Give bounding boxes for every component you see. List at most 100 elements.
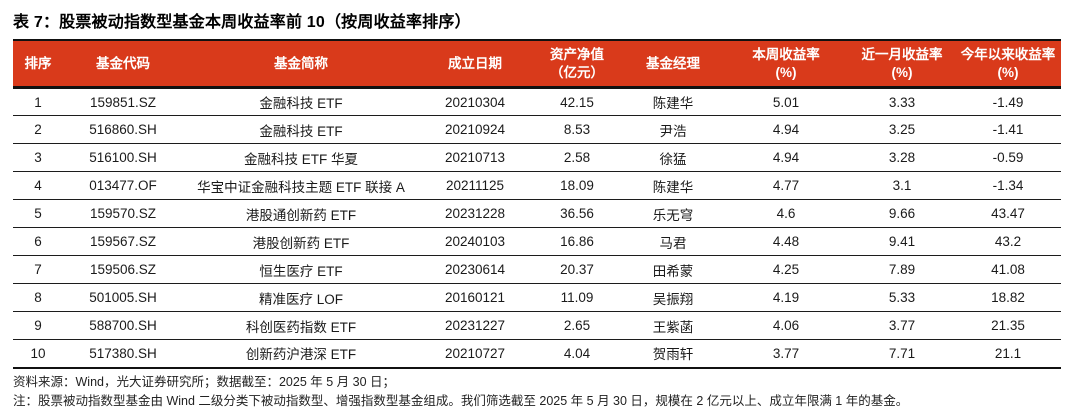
table-title: 表 7：股票被动指数型基金本周收益率前 10（按周收益率排序） — [13, 14, 471, 31]
cell-monthly-return: 3.77 — [849, 311, 955, 341]
column-header-fund-manager: 基金经理 — [623, 39, 723, 90]
cell-monthly-return: 3.25 — [849, 115, 955, 145]
cell-weekly-return: 3.77 — [723, 339, 849, 369]
cell-net-asset-value: 4.04 — [531, 339, 623, 369]
column-header-inception-date: 成立日期 — [419, 39, 531, 90]
cell-weekly-return: 4.6 — [723, 199, 849, 229]
cell-fund-code: 159851.SZ — [63, 87, 183, 117]
cell-fund-manager: 贺雨轩 — [623, 339, 723, 369]
cell-monthly-return: 5.33 — [849, 283, 955, 313]
cell-net-asset-value: 20.37 — [531, 255, 623, 285]
cell-fund-name: 金融科技 ETF — [183, 115, 419, 145]
cell-ytd-return: 18.82 — [955, 283, 1061, 313]
cell-ytd-return: 43.2 — [955, 227, 1061, 257]
column-header-ytd-return: 今年以来收益率 (%) — [955, 39, 1061, 90]
cell-ytd-return: -1.34 — [955, 171, 1061, 201]
cell-fund-name: 金融科技 ETF 华夏 — [183, 143, 419, 173]
column-header-monthly-return: 近一月收益率 (%) — [849, 39, 955, 90]
cell-fund-code: 159506.SZ — [63, 255, 183, 285]
table-footnotes: 资料来源：Wind，光大证券研究所；数据截至：2025 年 5 月 30 日； … — [13, 373, 1067, 412]
cell-inception-date: 20160121 — [419, 283, 531, 313]
cell-fund-code: 013477.OF — [63, 171, 183, 201]
cell-fund-name: 金融科技 ETF — [183, 87, 419, 117]
column-header-rank: 排序 — [13, 39, 63, 90]
cell-ytd-return: -1.49 — [955, 87, 1061, 117]
table-row: 2 516860.SH 金融科技 ETF 20210924 8.53 尹浩 4.94 3.25… — [13, 115, 1061, 145]
cell-monthly-return: 7.89 — [849, 255, 955, 285]
cell-ytd-return: 21.35 — [955, 311, 1061, 341]
cell-inception-date: 20210713 — [419, 143, 531, 173]
cell-fund-manager: 尹浩 — [623, 115, 723, 145]
cell-fund-manager: 田希蒙 — [623, 255, 723, 285]
cell-ytd-return: -0.59 — [955, 143, 1061, 173]
table-row: 6 159567.SZ 港股创新药 ETF 20240103 16.86 马君 4.48 9.… — [13, 227, 1061, 257]
table-row: 4 013477.OF 华宝中证金融科技主题 ETF 联接 A 20211125 18.… — [13, 171, 1061, 201]
cell-net-asset-value: 8.53 — [531, 115, 623, 145]
column-header-fund-name: 基金简称 — [183, 39, 419, 90]
cell-fund-manager: 陈建华 — [623, 171, 723, 201]
cell-monthly-return: 3.33 — [849, 87, 955, 117]
cell-weekly-return: 5.01 — [723, 87, 849, 117]
cell-monthly-return: 9.66 — [849, 199, 955, 229]
cell-rank: 4 — [13, 171, 63, 201]
cell-inception-date: 20210924 — [419, 115, 531, 145]
cell-ytd-return: 43.47 — [955, 199, 1061, 229]
cell-weekly-return: 4.25 — [723, 255, 849, 285]
table-row: 3 516100.SH 金融科技 ETF 华夏 20210713 2.58 徐猛 4.94 3… — [13, 143, 1061, 173]
cell-rank: 8 — [13, 283, 63, 313]
cell-inception-date: 20230614 — [419, 255, 531, 285]
table-row: 10 517380.SH 创新药沪港深 ETF 20210727 4.04 贺雨轩 3.77… — [13, 339, 1061, 369]
cell-fund-name: 创新药沪港深 ETF — [183, 339, 419, 369]
cell-ytd-return: 41.08 — [955, 255, 1061, 285]
cell-net-asset-value: 2.58 — [531, 143, 623, 173]
cell-rank: 5 — [13, 199, 63, 229]
table-row: 8 501005.SH 精准医疗 LOF 20160121 11.09 吴振翔 4.19 5.… — [13, 283, 1061, 313]
cell-rank: 1 — [13, 87, 63, 117]
cell-fund-code: 516100.SH — [63, 143, 183, 173]
cell-inception-date: 20211125 — [419, 171, 531, 201]
cell-rank: 2 — [13, 115, 63, 145]
source-note: 资料来源：Wind，光大证券研究所；数据截至：2025 年 5 月 30 日； — [13, 374, 396, 389]
cell-fund-manager: 吴振翔 — [623, 283, 723, 313]
cell-fund-manager: 马君 — [623, 227, 723, 257]
table-row: 9 588700.SH 科创医药指数 ETF 20231227 2.65 王紫菡 4.06 3… — [13, 311, 1061, 341]
cell-net-asset-value: 2.65 — [531, 311, 623, 341]
cell-ytd-return: 21.1 — [955, 339, 1061, 369]
cell-fund-manager: 陈建华 — [623, 87, 723, 117]
cell-monthly-return: 3.28 — [849, 143, 955, 173]
cell-ytd-return: -1.41 — [955, 115, 1061, 145]
cell-monthly-return: 9.41 — [849, 227, 955, 257]
cell-fund-name: 精准医疗 LOF — [183, 283, 419, 313]
cell-fund-manager: 王紫菡 — [623, 311, 723, 341]
cell-net-asset-value: 16.86 — [531, 227, 623, 257]
column-header-net-asset-value: 资产净值 （亿元） — [531, 39, 623, 90]
cell-fund-name: 恒生医疗 ETF — [183, 255, 419, 285]
cell-weekly-return: 4.77 — [723, 171, 849, 201]
methodology-note: 注：股票被动指数型基金由 Wind 二级分类下被动指数型、增强指数型基金组成。我… — [13, 393, 909, 408]
cell-fund-manager: 乐无穹 — [623, 199, 723, 229]
cell-net-asset-value: 18.09 — [531, 171, 623, 201]
cell-fund-name: 港股通创新药 ETF — [183, 199, 419, 229]
cell-fund-code: 159570.SZ — [63, 199, 183, 229]
table-row: 5 159570.SZ 港股通创新药 ETF 20231228 36.56 乐无穹 4.6 9… — [13, 199, 1061, 229]
cell-monthly-return: 7.71 — [849, 339, 955, 369]
cell-rank: 3 — [13, 143, 63, 173]
cell-inception-date: 20231228 — [419, 199, 531, 229]
cell-net-asset-value: 42.15 — [531, 87, 623, 117]
cell-rank: 10 — [13, 339, 63, 369]
cell-net-asset-value: 36.56 — [531, 199, 623, 229]
cell-inception-date: 20240103 — [419, 227, 531, 257]
table-body: 1 159851.SZ 金融科技 ETF 20210304 42.15 陈建华 5.01 3.… — [13, 87, 1061, 369]
cell-weekly-return: 4.06 — [723, 311, 849, 341]
cell-rank: 6 — [13, 227, 63, 257]
fund-return-table: 排序 基金代码 基金简称 成立日期 资产净值 （亿元） 基金经理 本周收益率 (%) 近一月收… — [13, 39, 1061, 369]
cell-fund-code: 588700.SH — [63, 311, 183, 341]
cell-monthly-return: 3.1 — [849, 171, 955, 201]
column-header-weekly-return: 本周收益率 (%) — [723, 39, 849, 90]
cell-fund-code: 517380.SH — [63, 339, 183, 369]
column-header-fund-code: 基金代码 — [63, 39, 183, 90]
cell-inception-date: 20231227 — [419, 311, 531, 341]
cell-fund-code: 501005.SH — [63, 283, 183, 313]
cell-inception-date: 20210304 — [419, 87, 531, 117]
